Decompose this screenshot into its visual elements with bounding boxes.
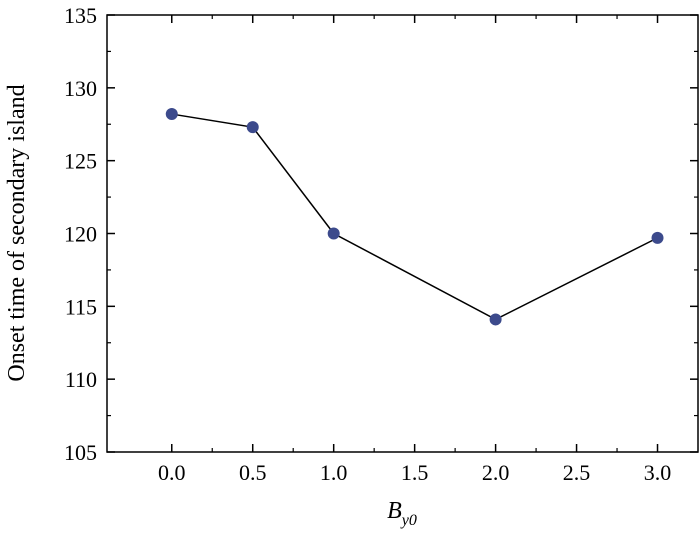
x-tick-label: 0.0 bbox=[158, 460, 186, 485]
x-tick-label: 3.0 bbox=[644, 460, 672, 485]
data-point bbox=[327, 227, 340, 240]
data-point bbox=[165, 108, 178, 121]
x-tick-label: 2.5 bbox=[563, 460, 591, 485]
x-tick-label: 1.0 bbox=[320, 460, 348, 485]
x-axis-title: By0 bbox=[387, 498, 417, 529]
x-tick-label: 0.5 bbox=[239, 460, 267, 485]
y-axis-title: Onset time of secondary island bbox=[4, 84, 30, 381]
tick-labels: 0.0 0.5 1.0 1.5 2.0 2.5 3.0 105 110 115 120 125 130 1… bbox=[64, 3, 671, 485]
x-axis-title-subscript: y0 bbox=[400, 512, 417, 529]
y-tick-label: 105 bbox=[64, 440, 97, 465]
y-tick-label: 125 bbox=[64, 149, 97, 174]
plot-frame bbox=[106, 14, 699, 453]
ticks bbox=[107, 14, 698, 453]
data-point bbox=[651, 231, 664, 244]
y-tick-label: 130 bbox=[64, 76, 97, 101]
x-axis-title-main: B bbox=[387, 498, 402, 524]
x-tick-label: 1.5 bbox=[401, 460, 429, 485]
data-point bbox=[246, 121, 259, 134]
x-tick-label: 2.0 bbox=[482, 460, 510, 485]
series-line bbox=[171, 113, 658, 321]
y-tick-label: 115 bbox=[65, 294, 97, 319]
data-points bbox=[165, 108, 664, 326]
y-tick-label: 110 bbox=[65, 367, 97, 392]
y-tick-label: 120 bbox=[64, 222, 97, 247]
y-tick-label: 135 bbox=[64, 3, 97, 28]
data-point bbox=[489, 313, 502, 326]
